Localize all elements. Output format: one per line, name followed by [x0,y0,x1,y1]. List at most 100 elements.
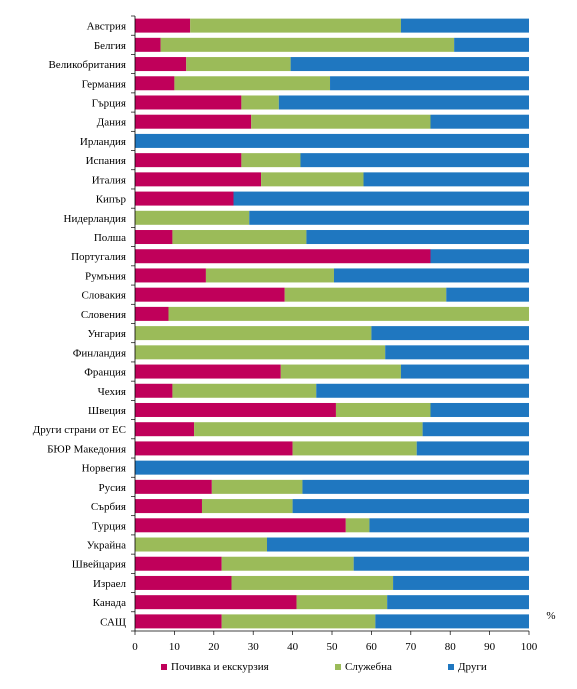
bar-segment-22-series-3 [422,422,529,437]
category-label: Норвегия [82,463,126,475]
bar-segment-15-series-1 [135,287,285,302]
bar-segment-16-series-1 [135,306,169,321]
category-label: Канада [93,597,126,609]
x-tick-label: 50 [327,641,339,653]
bar-segment-9-series-3 [363,172,529,187]
x-tick-label: 60 [366,641,378,653]
bar-segment-28-series-3 [266,537,529,552]
bar-segment-27-series-3 [369,518,529,533]
x-unit-label: % [546,610,555,622]
legend-label-2: Служебна [345,661,392,673]
bar-segment-12-series-3 [306,230,529,245]
x-tick-label: 100 [521,641,538,653]
bar-segment-4-series-1 [135,76,175,91]
bar-segment-29-series-3 [353,556,529,571]
category-label: Полша [94,232,126,244]
bar-segment-22-series-2 [194,422,423,437]
bar-segment-25-series-1 [135,479,212,494]
bar-segment-3-series-2 [186,57,291,72]
bar-segment-32-series-2 [221,614,376,629]
bar-segment-9-series-2 [261,172,364,187]
category-label: Испания [86,155,126,167]
bar-segment-14-series-2 [205,268,334,283]
bar-segment-26-series-1 [135,499,202,514]
bar-segment-21-series-3 [430,402,529,417]
bar-segment-17-series-3 [371,326,529,341]
bar-segment-28-series-2 [135,537,267,552]
category-label: Русия [99,482,126,494]
bar-segment-31-series-2 [296,595,388,610]
legend-swatch-1 [161,664,167,670]
bar-segment-18-series-2 [135,345,386,360]
category-label: Румъния [85,270,126,282]
category-label: Австрия [87,21,126,33]
category-label: Швейцария [72,559,126,571]
bar-segment-32-series-3 [375,614,529,629]
bar-segment-23-series-1 [135,441,293,456]
category-label: Сърбия [91,501,126,513]
legend-label-3: Други [458,661,487,673]
category-label: Финландия [73,347,126,359]
x-tick-label: 80 [445,641,457,653]
bar-segment-2-series-2 [160,37,455,52]
x-tick-label: 90 [484,641,496,653]
category-label: Португалия [71,251,126,263]
legend-label-1: Почивка и екскурзия [171,661,269,673]
bar-segment-23-series-2 [292,441,417,456]
bar-segment-11-series-3 [249,210,529,225]
bar-segment-22-series-1 [135,422,195,437]
legend-swatch-2 [335,664,341,670]
category-label: Словакия [81,290,126,302]
category-label: Унгария [87,328,126,340]
bar-segment-21-series-2 [335,402,431,417]
x-tick-label: 20 [208,641,220,653]
bar-segment-19-series-1 [135,364,281,379]
bar-segment-14-series-1 [135,268,206,283]
bar-segment-3-series-1 [135,57,187,72]
category-label: Гърция [92,97,126,109]
bar-segment-26-series-2 [201,499,293,514]
bar-segment-16-series-2 [168,306,530,321]
bar-segment-25-series-2 [211,479,303,494]
bar-segment-27-series-1 [135,518,346,533]
bar-segment-30-series-3 [393,575,529,590]
bar-segment-8-series-1 [135,153,242,168]
bar-segment-10-series-1 [135,191,234,206]
category-label: Германия [82,78,126,90]
bar-segment-15-series-3 [446,287,529,302]
category-label: Словения [81,309,126,321]
category-label: Белгия [94,40,126,52]
bar-segment-24-series-3 [135,460,529,475]
legend: Почивка и екскурзия Служебна Други [161,661,487,673]
bar-segment-2-series-3 [454,37,529,52]
x-tick-label: 40 [287,641,299,653]
bar-segment-17-series-2 [135,326,372,341]
category-label: Ирландия [80,136,126,148]
legend-swatch-3 [448,664,454,670]
x-tick-label: 0 [132,641,138,653]
bar-segment-8-series-2 [241,153,301,168]
category-label: Италия [92,174,126,186]
category-label: САЩ [100,616,126,628]
bar-segment-10-series-3 [233,191,529,206]
bar-segment-1-series-1 [135,18,191,33]
bar-segment-12-series-1 [135,230,173,245]
bar-segment-11-series-2 [135,210,250,225]
bar-segment-13-series-3 [430,249,529,264]
bar-segment-12-series-2 [172,230,307,245]
bar-segment-1-series-2 [190,18,401,33]
bar-segment-27-series-2 [345,518,370,533]
bar-segment-5-series-1 [135,95,242,110]
x-tick-label: 30 [248,641,260,653]
bar-segment-18-series-3 [385,345,529,360]
bar-segment-3-series-3 [290,57,529,72]
bar-segment-19-series-2 [280,364,401,379]
bar-segment-6-series-2 [251,114,431,129]
category-label: Кипър [96,194,127,206]
bar-segment-20-series-3 [316,383,529,398]
bar-segment-6-series-1 [135,114,252,129]
bar-segment-20-series-2 [172,383,317,398]
category-label: Франция [84,367,126,379]
category-label: Други страни от ЕС [33,424,126,436]
